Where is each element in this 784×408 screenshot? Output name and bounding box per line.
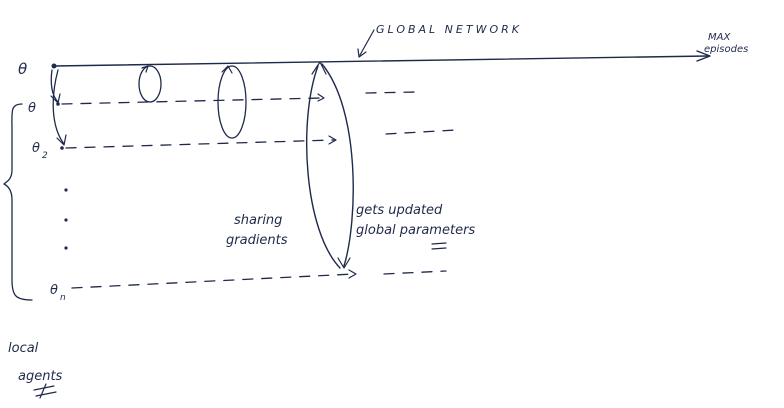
exchange-loop-1 — [138, 65, 162, 103]
agent-n-theta: θ — [50, 283, 58, 298]
local-label: local — [8, 341, 39, 356]
agent-2-subscript: 2 — [42, 151, 48, 161]
agent-2-theta: θ — [32, 141, 40, 156]
global-to-agent2-arrow — [52, 69, 65, 145]
global-network-line — [51, 50, 711, 69]
max-episodes-label: episodes — [704, 44, 748, 55]
network-label-pointer — [359, 29, 375, 56]
exchange-loop-main — [306, 61, 354, 269]
agent-line-2 — [60, 129, 457, 150]
local-agents-bracket — [3, 103, 33, 301]
exchange-loop-2 — [217, 65, 247, 139]
ellipsis-dots — [64, 188, 68, 250]
global-arrowhead — [696, 50, 711, 62]
agent-line-n — [71, 269, 447, 289]
global-parameters-label: global parameters — [356, 223, 475, 238]
agent-line-1 — [56, 91, 417, 106]
parameters-underline — [431, 242, 447, 250]
global-to-agent1-arrow — [50, 69, 59, 103]
global-theta: θ — [18, 60, 27, 78]
gradients-label: gradients — [226, 233, 288, 248]
agent-1-theta: θ — [28, 101, 36, 116]
gets-updated-label: gets updated — [356, 203, 443, 218]
agent-n-subscript: n — [60, 293, 66, 303]
sharing-label: sharing — [234, 213, 282, 228]
max-label: MAX — [708, 32, 731, 43]
global-network-label: GLOBAL NETWORK — [376, 23, 522, 36]
agents-underline — [33, 383, 57, 399]
agents-label: agents — [18, 369, 63, 384]
